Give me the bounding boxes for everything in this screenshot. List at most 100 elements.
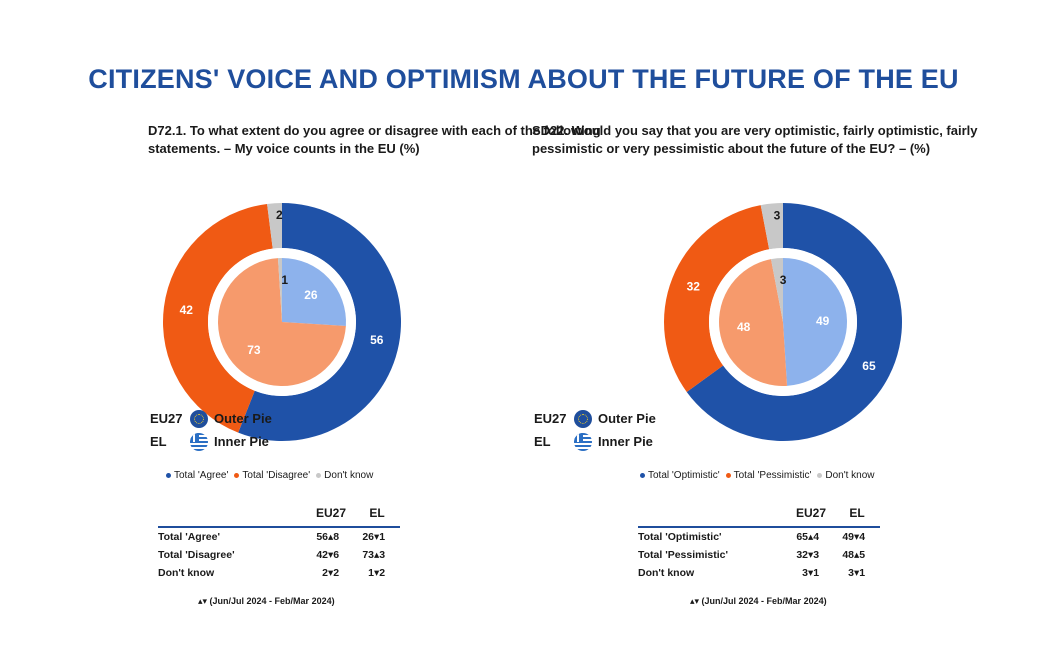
chart-panel-optimism: SD22. Would you say that you are very op… <box>532 122 1012 622</box>
table-row: Total 'Agree' 56 ▴8 26 ▾1 <box>158 526 400 546</box>
el-change: ▾2 <box>374 567 386 579</box>
legend-label: Total 'Agree' <box>174 470 229 481</box>
el-value: 48 <box>842 549 854 561</box>
chart-panel-voice: D72.1. To what extent do you agree or di… <box>148 122 628 622</box>
inner-slice-dont-know <box>771 258 783 322</box>
series-legend: Total 'Optimistic' Total 'Pessimistic' D… <box>640 470 875 481</box>
pie-legend-code: EL <box>534 434 551 449</box>
eu-value: 65 <box>788 526 808 546</box>
el-change: ▾4 <box>854 526 880 546</box>
pie-legend: EU27 Outer Pie EL Inner Pie <box>150 407 272 453</box>
inner-label-agree: 49 <box>816 314 830 328</box>
legend-item: Total 'Pessimistic' <box>725 470 812 481</box>
row-label: Don't know <box>158 567 215 579</box>
outer-slice-disagree <box>664 205 770 392</box>
inner-slice-disagree <box>218 258 346 386</box>
eu-change: ▾2 <box>328 567 340 579</box>
donut-chart: 65 32 3 49 48 3 <box>664 203 902 441</box>
eu-value: 32 <box>796 549 808 561</box>
eu-change: ▴8 <box>328 526 354 546</box>
legend-label: Total 'Disagree' <box>242 470 311 481</box>
outer-label-dont-know: 3 <box>774 208 781 222</box>
greek-flag-icon <box>574 432 592 451</box>
pie-legend: EU27 Outer Pie EL Inner Pie <box>534 407 656 453</box>
legend-dot <box>640 473 645 478</box>
outer-label-agree: 56 <box>370 333 384 347</box>
column-header: EU27 <box>315 506 347 520</box>
legend-item: Don't know <box>316 470 373 481</box>
pie-legend-label: Outer Pie <box>598 411 656 426</box>
table-row: Don't know 2 ▾2 1 ▾2 <box>158 564 400 582</box>
eu-change: ▾3 <box>808 549 820 561</box>
legend-dot <box>234 473 240 478</box>
inner-label-disagree: 48 <box>737 320 751 334</box>
row-label: Don't know <box>638 567 695 579</box>
question-text: SD22. Would you say that you are very op… <box>532 123 978 156</box>
outer-label-disagree: 32 <box>687 279 701 293</box>
eu-flag-icon <box>574 409 592 428</box>
legend-item: Total 'Agree' <box>166 470 228 481</box>
column-header: EL <box>369 506 385 520</box>
outer-slice-disagree <box>162 203 273 433</box>
eu-value: 2 <box>322 567 328 579</box>
legend-label: Total 'Pessimistic' <box>733 470 812 481</box>
el-change: ▴3 <box>374 549 386 561</box>
table-row: Don't know 3 ▾1 3 ▾1 <box>638 564 880 582</box>
row-label: Total 'Disagree' <box>158 549 235 561</box>
inner-slice-agree <box>783 258 848 386</box>
outer-slice-dont-know <box>267 203 282 249</box>
trend-note: ▴▾ (Jun/Jul 2024 - Feb/Mar 2024) <box>690 596 827 606</box>
pie-legend-label: Inner Pie <box>598 434 653 449</box>
eu-change: ▴4 <box>808 526 834 546</box>
row-label: Total 'Agree' <box>158 526 308 546</box>
eu-flag-icon <box>190 409 208 428</box>
table-row: Total 'Optimistic' 65 ▴4 49 ▾4 <box>638 526 880 546</box>
inner-slice-agree <box>282 258 346 327</box>
outer-slice-agree <box>686 203 902 441</box>
legend-dot <box>725 473 731 478</box>
legend-label: Total 'Optimistic' <box>648 470 720 481</box>
trend-note: ▴▾ (Jun/Jul 2024 - Feb/Mar 2024) <box>198 596 335 606</box>
column-header: EL <box>849 506 865 520</box>
el-value: 3 <box>848 567 854 579</box>
legend-item: Don't know <box>817 470 875 481</box>
page-title: CITIZENS' VOICE AND OPTIMISM ABOUT THE F… <box>88 64 959 94</box>
el-value: 49 <box>834 526 854 546</box>
table-header-row: EU27 EL <box>638 500 880 527</box>
outer-label-agree: 65 <box>862 359 876 373</box>
el-value: 26 <box>354 526 374 546</box>
pie-legend-code: EU27 <box>150 411 183 426</box>
trend-table: EU27 EL Total 'Agree' 56 ▴8 26 ▾1 Total … <box>158 500 400 582</box>
question-text: D72.1. To what extent do you agree or di… <box>148 123 601 156</box>
column-header: EU27 <box>795 506 827 520</box>
el-value: 73 <box>362 549 374 561</box>
legend-item: Total 'Disagree' <box>234 470 310 481</box>
el-change: ▴5 <box>854 549 866 561</box>
inner-slice-disagree <box>719 259 788 386</box>
table-row: Total 'Disagree' 42 ▾6 73 ▴3 <box>158 546 400 564</box>
legend-dot <box>817 473 823 478</box>
donut-chart: 56 42 2 26 73 1 <box>162 203 401 441</box>
inner-slice-dont-know <box>277 258 282 322</box>
outer-label-dont-know: 2 <box>276 208 283 222</box>
pie-legend-code: EL <box>150 434 167 449</box>
outer-label-disagree: 42 <box>180 303 194 317</box>
table-row: Total 'Pessimistic' 32 ▾3 48 ▴5 <box>638 546 880 564</box>
el-value: 1 <box>368 567 374 579</box>
pie-legend-label: Inner Pie <box>214 434 269 449</box>
row-label: Total 'Pessimistic' <box>638 549 728 561</box>
inner-label-agree: 26 <box>304 288 318 302</box>
eu-value: 3 <box>802 567 808 579</box>
outer-slice-agree <box>238 203 401 441</box>
pie-legend-code: EU27 <box>534 411 567 426</box>
row-label: Total 'Optimistic' <box>638 526 788 546</box>
series-legend: Total 'Agree' Total 'Disagree' Don't kno… <box>166 470 373 481</box>
eu-value: 56 <box>308 526 328 546</box>
outer-slice-dont-know <box>760 203 783 250</box>
trend-table: EU27 EL Total 'Optimistic' 65 ▴4 49 ▾4 T… <box>638 500 880 582</box>
el-change: ▾1 <box>854 567 866 579</box>
inner-label-disagree: 73 <box>247 343 261 357</box>
inner-label-dont-know: 1 <box>281 273 288 287</box>
pie-legend-label: Outer Pie <box>214 411 272 426</box>
inner-label-dont-know: 3 <box>780 273 787 287</box>
